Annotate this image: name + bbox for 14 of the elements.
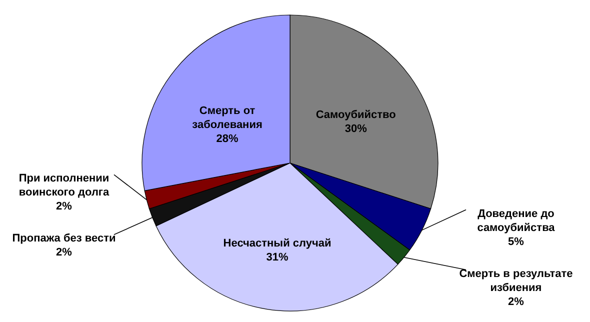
data-label: 31% [266,251,288,264]
slice-label: Самоубийство [316,109,396,122]
data-label: 30% [344,123,368,136]
slice-label: Несчастный случай [223,237,332,250]
data-label: 28% [216,133,238,146]
slice-label: Пропажа без вести [12,232,116,245]
data-label: 2% [508,296,524,308]
slice-label: Смерть от заболевания [192,105,262,132]
data-label: 2% [56,246,72,259]
data-label: 5% [508,236,524,248]
slice-label: Смерть в результате избиения [459,268,573,294]
slice-label: Доведение до самоубийства [477,208,556,234]
data-label: 2% [56,200,72,213]
slice-label: При исполнении воинского долга [18,172,110,199]
